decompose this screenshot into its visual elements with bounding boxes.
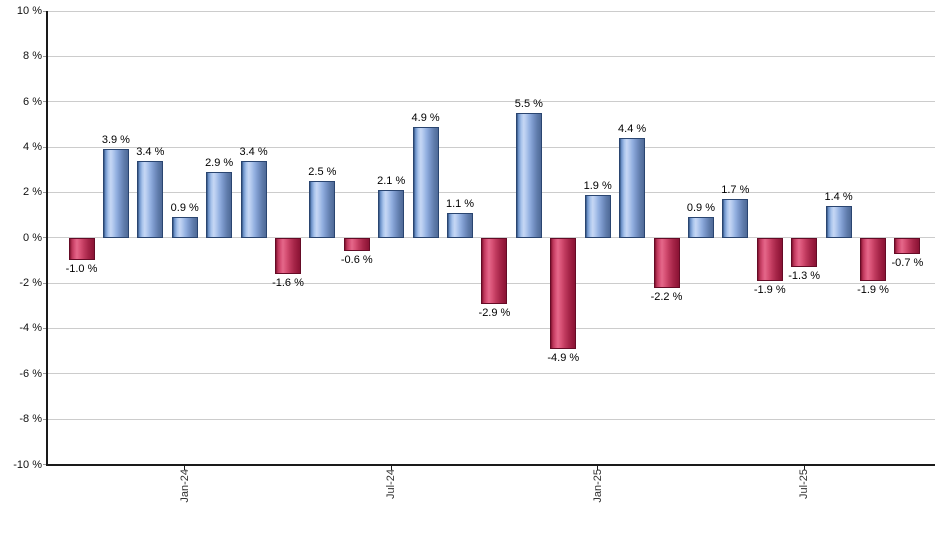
positive-bar [102,149,129,238]
positive-bar [515,113,542,238]
y-axis-label: -10 % [13,458,42,471]
positive-bar [240,160,267,238]
negative-bar [481,237,508,304]
x-axis-tick [390,464,392,470]
y-axis-label: -4 % [19,322,42,335]
y-axis-tick [43,282,48,284]
positive-bar [378,190,405,238]
positive-bar [412,126,439,238]
positive-bar [825,206,852,238]
positive-bar [171,217,198,238]
x-axis-line [46,463,935,466]
negative-bar [343,237,370,252]
negative-bar [550,237,577,349]
y-axis-tick [43,237,48,239]
bar-value-label: 0.9 % [170,202,199,215]
bar-value-label: 2.9 % [205,156,234,169]
positive-bar [206,171,233,238]
y-axis-tick [43,146,48,148]
bar-value-label: -2.2 % [650,290,683,303]
y-axis-label: -6 % [19,367,42,380]
negative-bar [68,237,95,261]
positive-bar [722,199,749,238]
x-axis-label: Jul-24 [385,469,398,499]
positive-bar [687,217,714,238]
y-axis-tick [43,10,48,12]
y-axis-tick [43,327,48,329]
y-axis-tick [43,55,48,57]
y-axis-label: 6 % [23,95,42,108]
y-gridline [48,101,935,103]
x-axis-tick [803,464,805,470]
x-axis-tick [597,464,599,470]
y-axis-label: 8 % [23,50,42,63]
bar-value-label: -4.9 % [547,351,580,364]
negative-bar [653,237,680,288]
y-axis-tick [43,464,48,465]
x-axis-label: Jan-24 [178,469,191,503]
y-gridline [48,327,935,329]
positive-bar [137,160,164,238]
bar-value-label: 0.9 % [686,202,715,215]
bar-value-label: 3.9 % [101,134,130,147]
bar-value-label: -1.3 % [788,270,821,283]
y-axis-label: 2 % [23,186,42,199]
bar-value-label: 3.4 % [136,145,165,158]
bar-value-label: 4.9 % [411,111,440,124]
bar-value-label: 1.9 % [583,179,612,192]
y-axis-line [46,11,48,466]
y-gridline [48,418,935,420]
positive-bar [309,181,336,238]
y-gridline [48,146,935,148]
bar-value-label: 1.1 % [445,197,475,210]
y-axis-label: 10 % [16,5,42,17]
bar-value-label: 1.4 % [824,191,853,203]
y-axis-tick [43,418,48,420]
y-axis-tick [43,191,48,193]
positive-bar [584,194,611,238]
y-axis-tick [43,101,48,103]
y-axis-label: -2 % [19,277,42,290]
x-axis-label: Jan-25 [591,469,604,503]
y-gridline [48,10,935,12]
y-axis-label: 4 % [23,141,42,154]
bar-value-label: -1.0 % [65,263,98,276]
bar-value-label: -2.9 % [478,306,511,319]
y-gridline [48,55,935,57]
bar-value-label: -0.7 % [891,256,924,269]
x-axis-label: Jul-25 [798,469,811,499]
bar-value-label: 1.7 % [721,184,750,197]
bar-value-label: 5.5 % [514,98,543,111]
y-axis-label: 0 % [23,231,42,244]
bar-value-label: 3.4 % [239,145,268,158]
negative-bar [791,237,818,268]
bar-value-label: -0.6 % [340,254,373,267]
y-gridline [48,191,935,193]
bar-value-label: 4.4 % [618,122,647,135]
y-axis-label: -8 % [19,413,42,426]
positive-bar [619,137,646,238]
bar-value-label: -1.9 % [857,283,889,296]
negative-bar [859,237,886,281]
bar-value-label: -1.9 % [753,283,786,296]
y-gridline [48,373,935,375]
bar-value-label: -1.6 % [272,277,304,290]
x-axis-tick [184,464,186,470]
negative-bar [894,237,921,254]
negative-bar [756,237,783,281]
y-axis-tick [43,373,48,375]
bar-value-label: 2.5 % [308,166,337,179]
negative-bar [274,237,301,275]
bar-value-label: 2.1 % [377,175,406,188]
positive-bar [447,212,474,238]
